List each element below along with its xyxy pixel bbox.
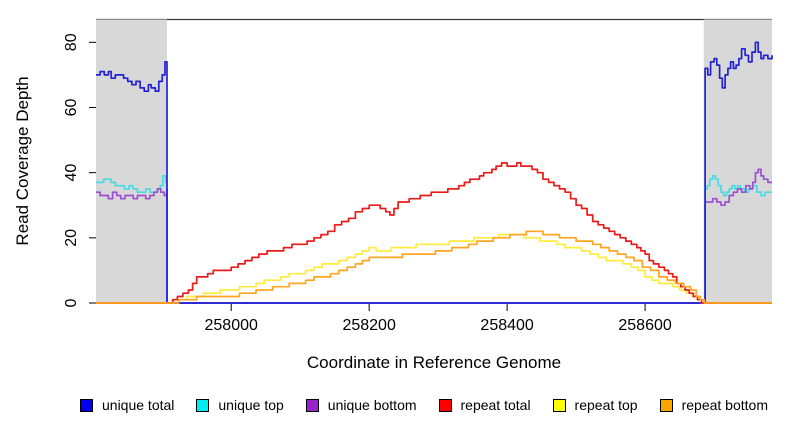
shaded-region [703, 19, 772, 303]
legend-label: repeat bottom [681, 397, 768, 413]
legend-label: repeat total [460, 397, 531, 413]
legend-item: unique bottom [305, 397, 417, 413]
legend: unique total unique top unique bottom repea… [80, 395, 768, 415]
legend-item: repeat total [438, 397, 531, 413]
series-lines [96, 41, 773, 304]
plot-svg: 258000 258200 258400 258600 0 20 40 60 80 Read C… [13, 18, 773, 372]
legend-swatch [438, 398, 452, 412]
legend-item: repeat top [552, 397, 638, 413]
x-tick-label: 258200 [342, 317, 395, 334]
plot-frame [96, 18, 772, 304]
legend-swatch [552, 398, 566, 412]
legend-item: unique top [196, 397, 284, 413]
legend-swatch [196, 398, 210, 412]
x-axis-title: Coordinate in Reference Genome [307, 353, 561, 372]
x-tick-label: 258600 [618, 317, 671, 334]
legend-label: unique total [102, 397, 175, 413]
y-tick-label: 0 [63, 298, 80, 307]
y-tick-label: 40 [63, 164, 80, 182]
legend-label: unique top [218, 397, 284, 413]
y-axis-title: Read Coverage Depth [13, 76, 32, 245]
axes: 258000 258200 258400 258600 0 20 40 60 80 [63, 33, 672, 334]
legend-swatch [305, 398, 319, 412]
y-tick-label: 80 [63, 33, 80, 51]
shaded-regions [96, 19, 772, 303]
series-line-repeat-bottom [96, 230, 772, 304]
legend-item: unique total [80, 397, 174, 413]
legend-label: unique bottom [327, 397, 417, 413]
legend-label: repeat top [574, 397, 638, 413]
x-tick-label: 258400 [480, 317, 533, 334]
legend-item: repeat bottom [659, 397, 768, 413]
legend-swatch [659, 398, 673, 412]
series-line-repeat-top [96, 233, 772, 304]
shaded-region [96, 19, 168, 303]
legend-swatch [80, 398, 93, 412]
y-tick-label: 60 [63, 98, 80, 116]
x-tick-label: 258000 [205, 317, 258, 334]
y-tick-label: 20 [63, 229, 80, 247]
series-line-repeat-total [96, 162, 772, 304]
series-line-unique-total [96, 41, 773, 304]
